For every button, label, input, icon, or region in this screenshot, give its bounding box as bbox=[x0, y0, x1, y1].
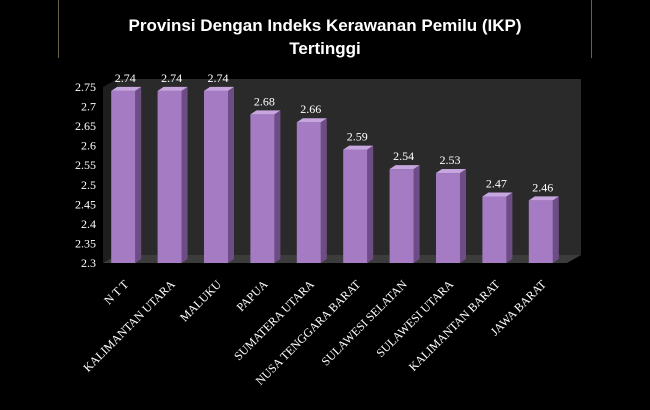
data-labels: 2.74 2.74 2.74 2.68 2.66 2.59 2.54 2.53 2.47 2.46 bbox=[115, 71, 554, 195]
bar-front bbox=[482, 196, 507, 263]
bar-top bbox=[296, 118, 327, 123]
bar-top bbox=[343, 145, 374, 150]
y-tick-label: 2.45 bbox=[75, 197, 96, 211]
category-label: MALUKU bbox=[177, 277, 224, 324]
bar-top bbox=[528, 196, 559, 201]
frame-left-line bbox=[58, 0, 59, 58]
data-label: 2.46 bbox=[532, 180, 553, 194]
bar-side bbox=[552, 196, 559, 263]
bar-front bbox=[157, 90, 182, 264]
bar-side bbox=[506, 192, 513, 263]
bar-side bbox=[320, 118, 327, 263]
data-label: 2.47 bbox=[486, 177, 507, 191]
y-tick-label: 2.65 bbox=[75, 119, 96, 133]
bar bbox=[482, 192, 513, 263]
y-axis: 2.3 2.35 2.4 2.45 2.5 2.55 2.6 2.65 2.7 2.75 bbox=[75, 80, 96, 270]
bar-front bbox=[111, 90, 136, 264]
bar-side bbox=[460, 169, 466, 263]
data-label: 2.74 bbox=[161, 71, 182, 85]
y-tick-label: 2.3 bbox=[81, 256, 96, 270]
bar-top bbox=[436, 169, 466, 174]
y-tick-label: 2.4 bbox=[81, 217, 96, 231]
bar bbox=[528, 196, 559, 263]
bar-front bbox=[296, 122, 321, 263]
category-label: SUMATERA UTARA bbox=[231, 277, 317, 363]
y-tick-label: 2.35 bbox=[75, 236, 96, 250]
bar bbox=[204, 86, 234, 264]
bar-front bbox=[250, 114, 275, 263]
bar-top bbox=[204, 86, 234, 91]
bar-side bbox=[228, 86, 234, 264]
category-label: PAPUA bbox=[234, 277, 271, 314]
data-label: 2.68 bbox=[254, 94, 275, 108]
bar bbox=[157, 86, 188, 264]
category-label: KALIMANTAN UTARA bbox=[80, 277, 178, 375]
y-tick-label: 2.5 bbox=[81, 178, 96, 192]
frame-right-line bbox=[591, 0, 592, 58]
chart-title-line-2: Tertinggi bbox=[289, 39, 361, 58]
bar-side bbox=[181, 86, 188, 264]
data-label: 2.53 bbox=[440, 153, 461, 167]
bar-front bbox=[436, 173, 460, 263]
bar-front bbox=[204, 90, 228, 264]
y-tick-label: 2.6 bbox=[81, 139, 96, 153]
y-tick-label: 2.55 bbox=[75, 158, 96, 172]
bar bbox=[296, 118, 327, 263]
bar bbox=[111, 86, 142, 264]
bars bbox=[111, 86, 559, 264]
data-label: 2.54 bbox=[393, 149, 414, 163]
category-label: N T T bbox=[101, 277, 132, 308]
bar-side bbox=[413, 165, 420, 263]
y-tick-label: 2.7 bbox=[81, 100, 96, 114]
bar bbox=[250, 110, 281, 263]
bar-side bbox=[274, 110, 281, 263]
bar-front bbox=[528, 200, 553, 263]
bar-front bbox=[389, 169, 414, 263]
data-label: 2.74 bbox=[208, 71, 229, 85]
bar bbox=[343, 145, 374, 263]
bar-side bbox=[367, 145, 374, 263]
data-label: 2.66 bbox=[300, 102, 321, 116]
bar-side bbox=[135, 86, 142, 264]
bar-top bbox=[157, 86, 188, 91]
bar-front bbox=[343, 149, 368, 263]
category-label: SULAWESI SELATAN bbox=[318, 277, 410, 369]
data-label: 2.59 bbox=[347, 130, 368, 144]
bar bbox=[436, 169, 466, 263]
y-tick-label: 2.75 bbox=[75, 80, 96, 94]
chart-title-line-1: Provinsi Dengan Indeks Kerawanan Pemilu … bbox=[128, 16, 522, 35]
bar bbox=[389, 165, 420, 263]
bar-top bbox=[250, 110, 281, 115]
category-label: KALIMANTAN BARAT bbox=[406, 277, 503, 374]
category-label: SULAWESI UTARA bbox=[373, 277, 456, 360]
data-label: 2.74 bbox=[115, 71, 136, 85]
bar-top bbox=[111, 86, 142, 91]
bar-top bbox=[389, 165, 420, 170]
bar-top bbox=[482, 192, 513, 197]
chart-title: Provinsi Dengan Indeks Kerawanan Pemilu … bbox=[60, 14, 590, 60]
